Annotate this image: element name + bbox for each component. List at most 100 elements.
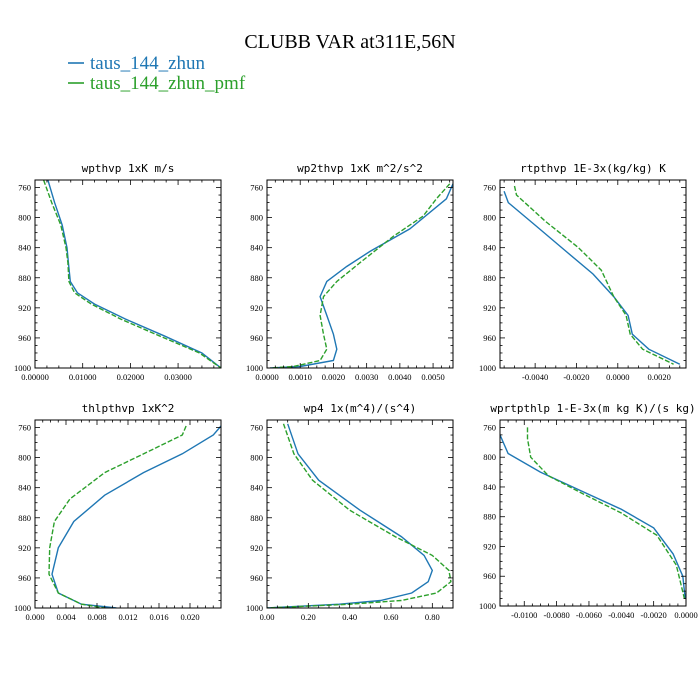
- series-line-zhun: [51, 425, 221, 608]
- x-tick-label: 0.01000: [69, 372, 97, 382]
- panel-6: wprtpthlp 1-E-3x(m kg K)/(s kg) 760 800 840…: [479, 402, 698, 620]
- series-line-zhun-pmf: [270, 183, 451, 368]
- y-tick-label: 800: [250, 213, 263, 223]
- x-tick-label: 0.80: [425, 612, 440, 622]
- series-line-zhun-pmf: [48, 425, 187, 608]
- panel-5: wp4 1x(m^4)/(s^4)76080084088092096010000…: [246, 402, 454, 622]
- x-tick-label: 0.00: [260, 612, 275, 622]
- y-tick-label: 960: [250, 573, 263, 583]
- x-tick-label: -0.0040: [608, 610, 634, 620]
- series-line-zhun: [270, 183, 453, 368]
- panel-title: wprtpthlp 1-E-3x(m kg K)/(s kg): [490, 402, 695, 415]
- y-tick-label: 1000: [14, 603, 31, 613]
- y-tick-label: 840: [18, 243, 31, 253]
- figure-title: CLUBB VAR at311E,56N: [244, 31, 455, 53]
- x-tick-label: 0.0010: [289, 372, 312, 382]
- y-tick-label: 840: [483, 482, 496, 492]
- series-line-zhun: [503, 191, 681, 365]
- x-tick-label: 0.40: [342, 612, 357, 622]
- plot-frame: [266, 179, 454, 369]
- x-tick-label: -0.0020: [641, 610, 667, 620]
- y-tick-label: 800: [18, 453, 31, 463]
- plot-frame: [266, 419, 454, 609]
- y-tick-label: 920: [18, 303, 31, 313]
- panel-1: wpthvp 1xK m/s 760 800 840 880 920 960 10000.00…: [14, 162, 222, 382]
- y-tick-label: 920: [483, 303, 496, 313]
- plot-frame: [499, 179, 687, 369]
- y-tick-label: 920: [250, 303, 263, 313]
- series-line-zhun-pmf: [267, 423, 452, 608]
- panel-2: wp2thvp 1xK m^2/s^2 760 800 840 880 920 960 100…: [246, 162, 454, 382]
- y-tick-label: 960: [250, 333, 263, 343]
- y-tick-label: 760: [483, 183, 496, 193]
- y-tick-label: 1000: [246, 603, 263, 613]
- y-tick-label: 960: [483, 571, 496, 581]
- y-tick-label: 880: [18, 513, 31, 523]
- panel-title: wp2thvp 1xK m^2/s^2: [297, 162, 423, 175]
- y-tick-label: 1000: [246, 363, 263, 373]
- series-line-zhun-pmf: [42, 180, 221, 368]
- x-tick-label: -0.0080: [543, 610, 569, 620]
- y-tick-label: 960: [18, 333, 31, 343]
- legend: taus_144_zhun taus_144_zhun_pmf: [68, 53, 246, 94]
- y-tick-label: 760: [483, 422, 496, 432]
- panel-4: thlpthvp 1xK^276080084088092096010000.00…: [14, 402, 222, 622]
- y-tick-label: 840: [250, 483, 263, 493]
- y-tick-label: 840: [18, 483, 31, 493]
- x-tick-label: 0.0020: [647, 372, 670, 382]
- y-tick-label: 920: [250, 543, 263, 553]
- x-tick-label: 0.03000: [164, 372, 192, 382]
- panel-title: rtpthvp 1E-3x(kg/kg) K: [520, 162, 666, 175]
- x-tick-label: 0.0050: [421, 372, 444, 382]
- series-line-zhun: [267, 423, 434, 608]
- y-tick-label: 800: [18, 213, 31, 223]
- series-line-zhun-pmf: [513, 185, 674, 365]
- x-tick-label: -0.0040: [522, 372, 548, 382]
- x-tick-label: 0.0000: [255, 372, 278, 382]
- y-tick-label: 760: [18, 423, 31, 433]
- y-tick-label: 960: [483, 333, 496, 343]
- y-tick-label: 840: [250, 243, 263, 253]
- series-line-zhun-pmf: [526, 427, 686, 599]
- y-tick-label: 920: [18, 543, 31, 553]
- x-tick-label: 0.0040: [388, 372, 411, 382]
- x-tick-label: 0.000: [25, 612, 44, 622]
- x-tick-label: 0.016: [149, 612, 168, 622]
- x-tick-label: 0.20: [301, 612, 316, 622]
- x-tick-label: -0.0100: [511, 610, 537, 620]
- x-tick-label: 0.004: [56, 612, 76, 622]
- y-tick-label: 760: [250, 423, 263, 433]
- x-tick-label: 0.008: [87, 612, 106, 622]
- series-line-zhun: [500, 434, 686, 599]
- y-tick-label: 800: [250, 453, 263, 463]
- y-tick-label: 1000: [14, 363, 31, 373]
- x-tick-label: -0.0020: [563, 372, 589, 382]
- x-tick-label: 0.0000: [606, 372, 629, 382]
- x-tick-label: 0.02000: [117, 372, 145, 382]
- plot-frame: [34, 179, 222, 369]
- y-tick-label: 920: [483, 541, 496, 551]
- y-tick-label: 880: [250, 273, 263, 283]
- series-line-zhun: [47, 180, 221, 368]
- panel-3: rtpthvp 1E-3x(kg/kg) K 760 800 840 880 920 960…: [479, 162, 687, 382]
- x-tick-label: 0.0030: [355, 372, 378, 382]
- panels: wpthvp 1xK m/s76080084088092096010000.00…: [14, 162, 698, 622]
- x-tick-label: 0.0020: [322, 372, 345, 382]
- x-tick-label: 0.012: [118, 612, 137, 622]
- y-tick-label: 1000: [479, 363, 496, 373]
- y-tick-label: 880: [483, 512, 496, 522]
- y-tick-label: 800: [483, 452, 496, 462]
- plot-frame: [34, 419, 222, 609]
- x-tick-label: 0.60: [384, 612, 399, 622]
- x-tick-label: 0.00000: [21, 372, 49, 382]
- legend-label-zhun: taus_144_zhun: [90, 53, 206, 74]
- y-tick-label: 880: [483, 273, 496, 283]
- y-tick-label: 760: [250, 183, 263, 193]
- y-tick-label: 880: [250, 513, 263, 523]
- panel-title: wp4 1x(m^4)/(s^4): [304, 402, 417, 415]
- x-tick-label: -0.0060: [576, 610, 602, 620]
- y-tick-label: 760: [18, 183, 31, 193]
- y-tick-label: 960: [18, 573, 31, 583]
- legend-label-zhun-pmf: taus_144_zhun_pmf: [90, 73, 246, 94]
